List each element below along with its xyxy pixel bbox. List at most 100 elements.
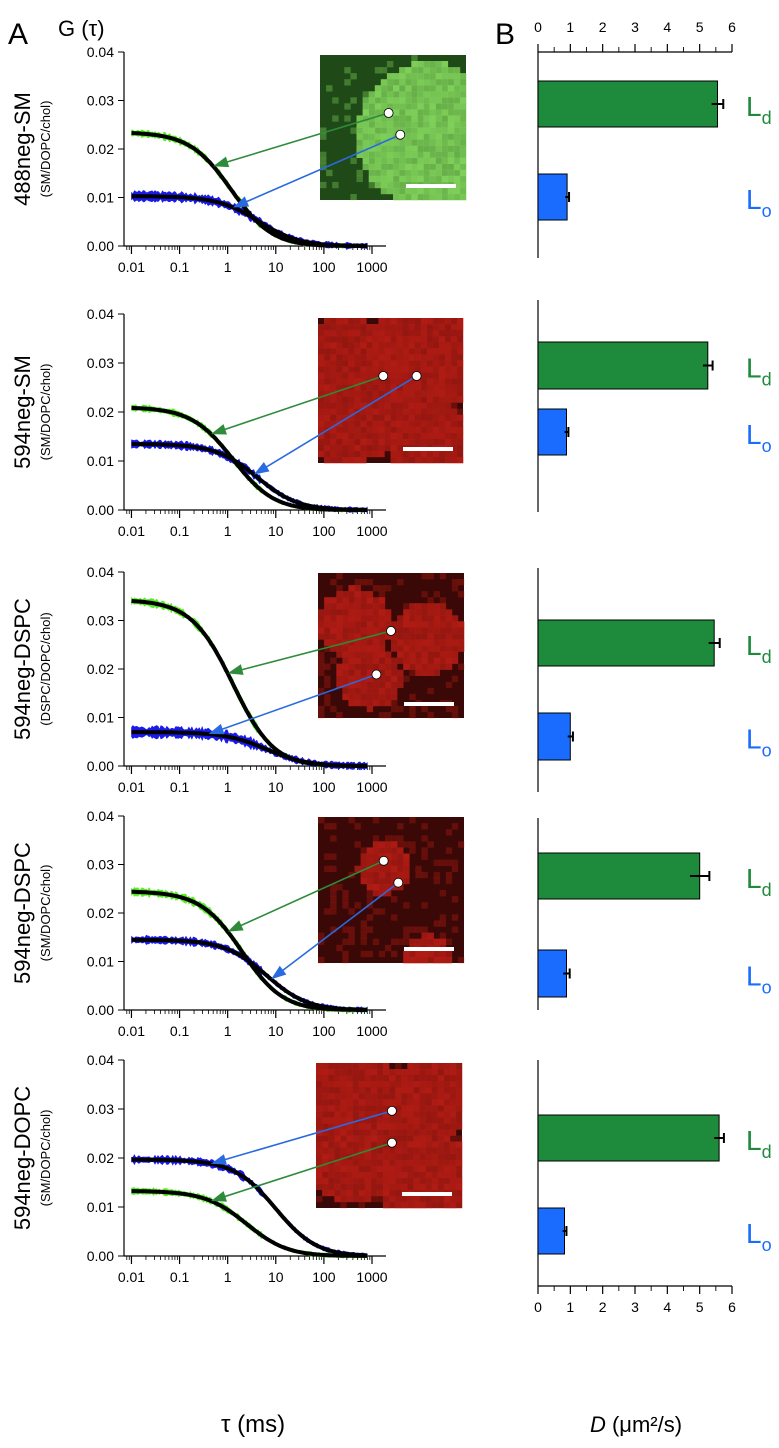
image-pixel <box>411 97 418 104</box>
image-pixel <box>409 669 416 676</box>
image-pixel <box>348 585 355 592</box>
y-tick-label: 0.02 <box>87 1150 114 1166</box>
image-pixel <box>396 348 403 355</box>
image-pixel <box>336 432 343 440</box>
image-pixel <box>431 1117 438 1124</box>
image-pixel <box>414 408 421 415</box>
image-pixel <box>441 163 449 171</box>
image-pixel <box>417 67 424 74</box>
image-pixel <box>391 699 398 707</box>
image-pixel <box>409 639 416 646</box>
image-pixel <box>360 450 367 458</box>
image-pixel <box>427 712 434 719</box>
image-pixel <box>350 194 357 201</box>
image-pixel <box>421 621 428 628</box>
image-pixel <box>332 97 339 104</box>
image-pixel <box>384 384 391 391</box>
image-pixel <box>318 817 325 824</box>
row-label: 594neg-DOPC <box>10 1086 35 1230</box>
image-pixel <box>316 1183 323 1191</box>
image-pixel <box>459 73 467 80</box>
image-pixel <box>399 121 406 128</box>
image-pixel <box>374 109 382 116</box>
image-pixel <box>419 1087 426 1094</box>
image-pixel <box>408 336 415 343</box>
image-pixel <box>372 639 380 646</box>
image-pixel <box>447 91 455 98</box>
image-pixel <box>348 663 355 670</box>
image-pixel <box>453 181 461 189</box>
image-pixel <box>358 1105 365 1112</box>
image-pixel <box>443 1147 451 1154</box>
image-pixel <box>413 1117 420 1124</box>
image-pixel <box>399 73 406 80</box>
image-pixel <box>409 956 416 964</box>
image-pixel <box>342 372 349 379</box>
image-pixel <box>413 1075 420 1082</box>
image-pixel <box>405 67 412 74</box>
image-pixel <box>384 342 391 349</box>
image-pixel <box>450 354 458 361</box>
image-pixel <box>316 1153 323 1160</box>
image-pixel <box>393 115 400 122</box>
image-pixel <box>441 169 449 177</box>
image-pixel <box>403 663 410 670</box>
image-pixel <box>389 1159 396 1166</box>
image-pixel <box>417 97 424 104</box>
image-pixel <box>352 1165 359 1172</box>
image-pixel <box>324 609 331 616</box>
image-pixel <box>396 336 403 343</box>
image-pixel <box>352 1081 359 1088</box>
image-pixel <box>372 908 380 915</box>
panel-a-label: A <box>8 18 28 51</box>
image-pixel <box>378 597 386 604</box>
image-pixel <box>457 633 465 640</box>
ld-arrowhead <box>227 920 244 932</box>
image-pixel <box>409 633 416 640</box>
image-pixel <box>402 414 409 421</box>
image-pixel <box>414 426 421 434</box>
image-pixel <box>348 348 355 355</box>
y-tick-label: 0.02 <box>87 905 114 921</box>
image-pixel <box>366 645 374 652</box>
image-pixel <box>386 79 394 86</box>
lo-arrow <box>224 1110 393 1161</box>
image-pixel <box>439 950 447 958</box>
image-pixel <box>413 1069 420 1076</box>
image-pixel <box>366 896 374 903</box>
image-pixel <box>423 79 430 86</box>
image-pixel <box>421 603 428 610</box>
phase-subscript: d <box>762 108 772 128</box>
image-pixel <box>405 85 412 92</box>
x-tick-label: 10 <box>268 1023 284 1039</box>
image-pixel <box>358 1141 365 1148</box>
image-pixel <box>324 324 331 331</box>
image-pixel <box>330 426 337 434</box>
image-pixel <box>330 378 337 385</box>
image-pixel <box>386 103 394 110</box>
image-pixel <box>372 645 380 652</box>
image-pixel <box>340 1081 347 1088</box>
image-pixel <box>449 1111 457 1118</box>
measurement-spot <box>411 371 422 381</box>
image-pixel <box>431 1129 438 1136</box>
image-pixel <box>362 151 369 158</box>
image-pixel <box>417 115 424 122</box>
image-pixel <box>390 348 397 355</box>
image-pixel <box>316 1111 323 1118</box>
image-pixel <box>334 1117 341 1124</box>
image-pixel <box>427 950 434 958</box>
image-pixel <box>426 432 434 440</box>
image-pixel <box>445 645 453 652</box>
image-pixel <box>386 91 394 98</box>
image-pixel <box>332 115 339 122</box>
image-pixel <box>435 175 442 183</box>
image-pixel <box>447 139 455 146</box>
image-pixel <box>316 1141 323 1148</box>
image-pixel <box>378 378 385 385</box>
image-pixel <box>370 1129 378 1136</box>
image-pixel <box>395 1165 402 1172</box>
image-pixel <box>366 336 373 343</box>
image-pixel <box>386 145 394 152</box>
image-pixel <box>450 396 458 403</box>
